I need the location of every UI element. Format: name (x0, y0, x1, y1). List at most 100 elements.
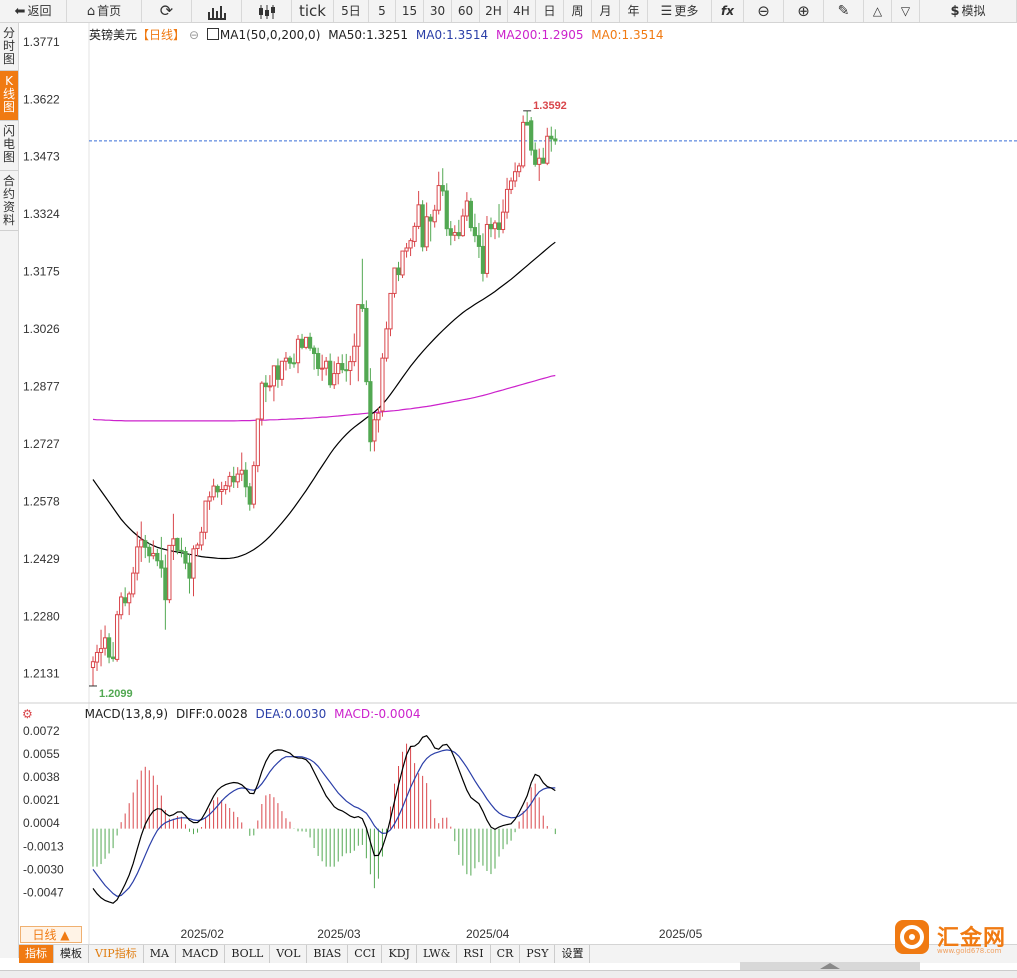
zoom-out-button[interactable]: ⊖ (744, 0, 784, 22)
macd-y-tick-label: 0.0004 (23, 816, 60, 830)
tab-boll[interactable]: BOLL (225, 945, 271, 963)
period-2h[interactable]: 2H (480, 0, 508, 22)
candle-body (271, 365, 277, 387)
sidebar-tab-flash[interactable]: 闪电图 (0, 121, 18, 171)
period-5day[interactable]: 5日 (334, 0, 369, 22)
candle-body (440, 185, 445, 192)
refresh-icon: ⟳ (159, 1, 174, 20)
candle-body (111, 656, 116, 660)
chart-area[interactable]: 1.3771 1.3622 1.3473 1.3324 1.3175 1.3026 1.28… (19, 23, 1017, 945)
macd-y-tick-label: 0.0038 (23, 770, 60, 784)
triangle-up-button[interactable]: △ (864, 0, 892, 22)
tab-cci[interactable]: CCI (348, 945, 383, 963)
candle-body (436, 185, 441, 211)
simulate-button[interactable]: $ 模拟 (920, 0, 1017, 22)
back-button[interactable]: ⬅ 返回 (0, 0, 67, 22)
candle-body (303, 336, 309, 348)
candle-body (163, 567, 168, 601)
candle-body (135, 546, 140, 574)
ma-config-icon[interactable] (206, 28, 219, 40)
macd-settings-icon[interactable]: ⚙ (22, 707, 33, 721)
candle-body (231, 475, 236, 483)
tab-settings[interactable]: 设置 (555, 945, 591, 963)
tab-psy[interactable]: PSY (520, 945, 556, 963)
candle-body (537, 157, 542, 165)
candle-body (106, 637, 112, 658)
period-60min[interactable]: 60 (452, 0, 480, 22)
zoom-in-button[interactable]: ⊕ (784, 0, 824, 22)
ma-setting-label: MA1(50,0,200,0) (219, 28, 321, 42)
candle-body (143, 540, 148, 548)
dea-line (92, 749, 556, 897)
macd-y-tick-label: -0.0030 (23, 862, 64, 876)
period-year[interactable]: 年 (620, 0, 648, 22)
sidebar-tab-contract[interactable]: 合约资料 (0, 171, 18, 231)
tab-ma[interactable]: MA (144, 945, 176, 963)
tab-lw[interactable]: LW& (417, 945, 458, 963)
candle-body (412, 225, 417, 242)
period-5min[interactable]: 5 (369, 0, 396, 22)
candle-body (517, 165, 522, 173)
diff-label: DIFF:0.0028 (175, 707, 248, 721)
chart-type-button[interactable] (192, 0, 242, 22)
candle-body (215, 485, 220, 493)
symbol-label: 英镑美元 (89, 28, 138, 42)
period-15min[interactable]: 15 (396, 0, 424, 22)
candle-body (199, 531, 204, 546)
period-week[interactable]: 周 (564, 0, 592, 22)
settings-icon[interactable]: ⊖ (189, 28, 200, 42)
tick-button[interactable]: tick (292, 0, 334, 22)
candle-body (529, 120, 534, 151)
candlestick-button[interactable] (242, 0, 292, 22)
period-switch-label[interactable]: 日线 ▲ (20, 926, 82, 943)
tab-template[interactable]: 模板 (54, 945, 89, 963)
candle-body (541, 157, 546, 164)
period-day[interactable]: 日 (536, 0, 564, 22)
candle-body (123, 597, 128, 604)
candle-body (344, 369, 349, 372)
sidebar: 分时图 K线图 闪电图 合约资料 (0, 23, 19, 958)
candle-body (448, 228, 453, 236)
main-legend: 英镑美元【日线】 ⊖ MA1(50,0,200,0) MA50:1.3251 MA… (89, 26, 668, 43)
home-button[interactable]: ⌂ 首页 (67, 0, 142, 22)
period-month[interactable]: 月 (592, 0, 620, 22)
sidebar-tab-timeshare[interactable]: 分时图 (0, 23, 18, 71)
triangle-down-icon: ▽ (900, 4, 911, 18)
chart-svg[interactable]: 1.3771 1.3622 1.3473 1.3324 1.3175 1.3026 1.28… (19, 23, 1017, 945)
candle-body (207, 496, 212, 502)
period-30min[interactable]: 30 (424, 0, 452, 22)
candle-body (348, 361, 353, 371)
refresh-button[interactable]: ⟳ (142, 0, 192, 22)
toolbar: ⬅ 返回 ⌂ 首页 ⟳ tick 5日 5 15 30 60 2H 4H 日 周 月… (0, 0, 1017, 23)
fx-button[interactable]: fx (712, 0, 744, 22)
more-button[interactable]: ☰ 更多 (648, 0, 712, 22)
scroll-thumb-icon[interactable] (820, 963, 840, 969)
tab-cr[interactable]: CR (491, 945, 521, 963)
scrollbar[interactable] (740, 962, 920, 970)
candle-body (98, 648, 104, 653)
triangle-up-icon: △ (872, 4, 883, 18)
tab-bias[interactable]: BIAS (307, 945, 349, 963)
tab-rsi[interactable]: RSI (457, 945, 491, 963)
sidebar-tab-kline[interactable]: K线图 (0, 71, 18, 121)
tab-indicator[interactable]: 指标 (19, 945, 54, 963)
candle-body (400, 250, 405, 276)
candle-body (396, 267, 401, 276)
candle-body (356, 304, 361, 347)
period-4h[interactable]: 4H (508, 0, 536, 22)
candle-body (316, 353, 321, 370)
tab-kdj[interactable]: KDJ (382, 945, 417, 963)
draw-button[interactable]: ✎ (824, 0, 864, 22)
tab-macd[interactable]: MACD (176, 945, 226, 963)
dollar-icon: $ (950, 4, 960, 19)
candle-body (424, 216, 429, 248)
candle-body (468, 200, 473, 229)
candle-body (408, 240, 413, 249)
tab-vol[interactable]: VOL (270, 945, 308, 963)
candle-body (420, 204, 425, 248)
candle-body (283, 357, 289, 362)
y-tick-label: 1.3324 (23, 207, 60, 221)
tab-vip-indicator[interactable]: VIP指标 (89, 945, 144, 963)
candle-body (243, 469, 248, 488)
triangle-down-button[interactable]: ▽ (892, 0, 920, 22)
